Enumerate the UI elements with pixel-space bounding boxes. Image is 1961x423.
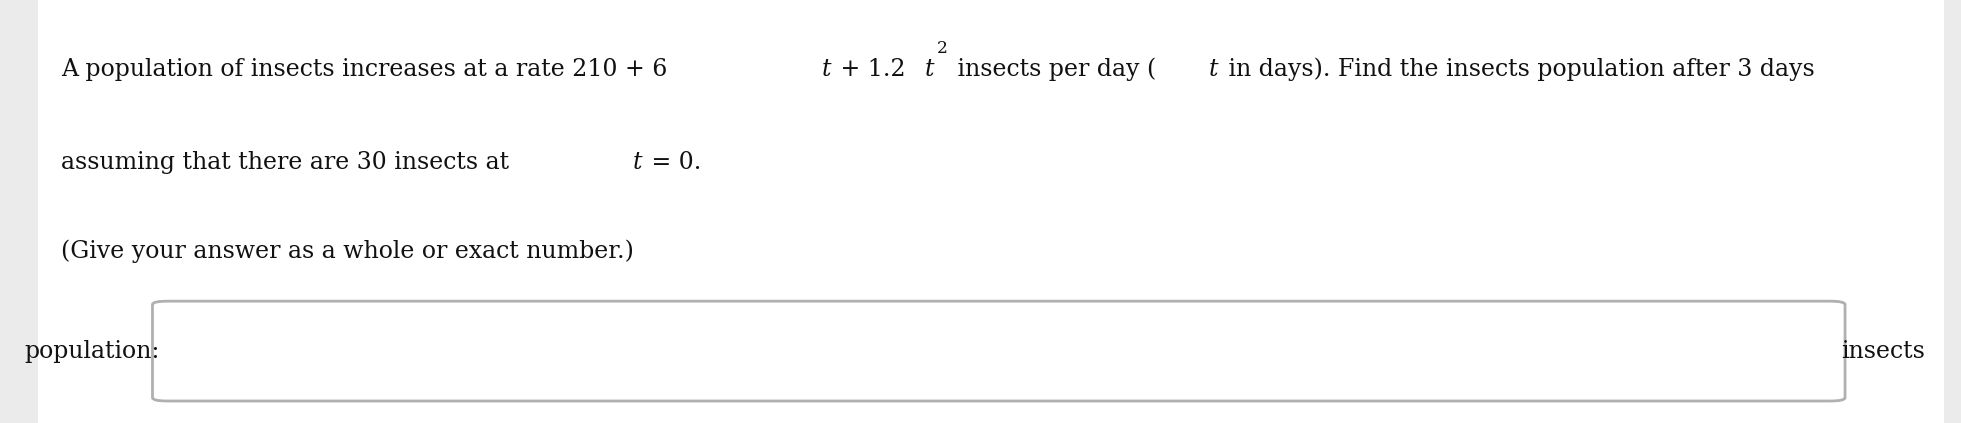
Text: = 0.: = 0. xyxy=(645,151,702,174)
Text: insects: insects xyxy=(1841,340,1926,363)
Text: t: t xyxy=(924,58,933,81)
Text: 2: 2 xyxy=(937,40,947,57)
Text: A population of insects increases at a rate 210 + 6: A population of insects increases at a r… xyxy=(61,58,667,81)
FancyBboxPatch shape xyxy=(37,0,1943,423)
Text: insects per day (: insects per day ( xyxy=(949,58,1157,81)
FancyBboxPatch shape xyxy=(153,301,1845,401)
Text: t: t xyxy=(822,58,831,81)
Text: assuming that there are 30 insects at: assuming that there are 30 insects at xyxy=(61,151,516,174)
Text: (Give your answer as a whole or exact number.): (Give your answer as a whole or exact nu… xyxy=(61,239,633,263)
Text: + 1.2: + 1.2 xyxy=(833,58,906,81)
Text: population:: population: xyxy=(25,340,161,363)
Text: t: t xyxy=(631,151,641,174)
Text: in days). Find the insects population after 3 days: in days). Find the insects population af… xyxy=(1220,58,1814,81)
Text: t: t xyxy=(1208,58,1218,81)
